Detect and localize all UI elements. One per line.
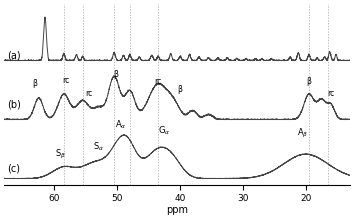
Text: rc: rc	[62, 76, 69, 85]
X-axis label: ppm: ppm	[166, 205, 188, 215]
Text: rc: rc	[154, 77, 162, 86]
Text: β: β	[32, 79, 37, 88]
Text: β: β	[178, 85, 183, 94]
Text: (c): (c)	[7, 163, 20, 173]
Text: S$_\alpha$: S$_\alpha$	[93, 140, 104, 153]
Text: (a): (a)	[7, 51, 21, 61]
Text: (b): (b)	[7, 99, 21, 109]
Text: A$_\beta$: A$_\beta$	[297, 127, 308, 140]
Text: rc: rc	[327, 89, 335, 98]
Text: G$_\alpha$: G$_\alpha$	[158, 124, 171, 136]
Text: S$_\beta$: S$_\beta$	[55, 148, 66, 161]
Text: β: β	[307, 77, 312, 86]
Text: A$_\alpha$: A$_\alpha$	[115, 118, 126, 131]
Text: β: β	[113, 70, 118, 79]
Text: rc: rc	[85, 89, 93, 98]
